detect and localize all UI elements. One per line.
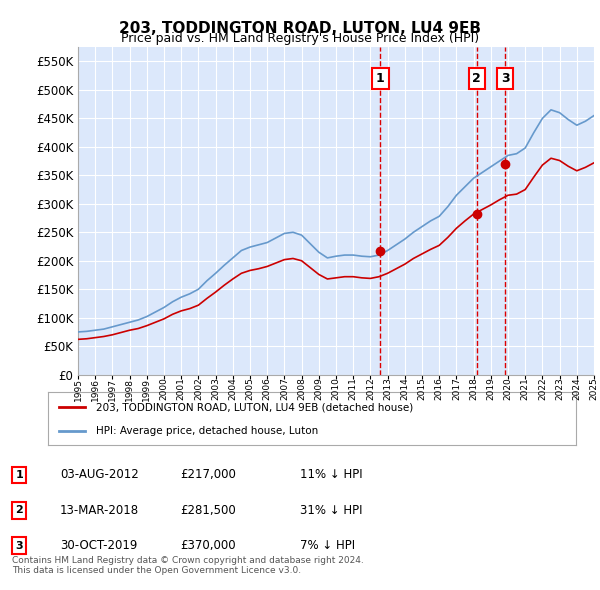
Text: 2017: 2017 bbox=[452, 378, 461, 401]
Text: 2002: 2002 bbox=[194, 378, 203, 401]
Text: 203, TODDINGTON ROAD, LUTON, LU4 9EB: 203, TODDINGTON ROAD, LUTON, LU4 9EB bbox=[119, 21, 481, 35]
Text: 2023: 2023 bbox=[555, 378, 564, 401]
Text: 1999: 1999 bbox=[142, 378, 151, 401]
Text: 2020: 2020 bbox=[503, 378, 512, 401]
Text: 2003: 2003 bbox=[211, 378, 220, 401]
Text: 2010: 2010 bbox=[332, 378, 341, 401]
Text: 2005: 2005 bbox=[245, 378, 254, 401]
Text: 2: 2 bbox=[16, 506, 23, 515]
Text: £217,000: £217,000 bbox=[180, 468, 236, 481]
Text: 2015: 2015 bbox=[418, 378, 427, 401]
Text: 2013: 2013 bbox=[383, 378, 392, 401]
Text: HPI: Average price, detached house, Luton: HPI: Average price, detached house, Luto… bbox=[95, 425, 318, 435]
Text: 11% ↓ HPI: 11% ↓ HPI bbox=[300, 468, 362, 481]
Text: 03-AUG-2012: 03-AUG-2012 bbox=[60, 468, 139, 481]
Text: 2021: 2021 bbox=[521, 378, 530, 401]
Text: 30-OCT-2019: 30-OCT-2019 bbox=[60, 539, 137, 552]
Text: 2024: 2024 bbox=[572, 378, 581, 400]
Text: 2016: 2016 bbox=[434, 378, 444, 401]
Text: 2: 2 bbox=[472, 72, 481, 85]
Text: 203, TODDINGTON ROAD, LUTON, LU4 9EB (detached house): 203, TODDINGTON ROAD, LUTON, LU4 9EB (de… bbox=[95, 402, 413, 412]
Text: 3: 3 bbox=[16, 541, 23, 550]
Text: 13-MAR-2018: 13-MAR-2018 bbox=[60, 504, 139, 517]
Text: 2006: 2006 bbox=[263, 378, 272, 401]
Text: 1995: 1995 bbox=[74, 378, 83, 401]
Text: 1: 1 bbox=[16, 470, 23, 480]
Text: 1996: 1996 bbox=[91, 378, 100, 401]
Text: 2022: 2022 bbox=[538, 378, 547, 400]
Text: Price paid vs. HM Land Registry's House Price Index (HPI): Price paid vs. HM Land Registry's House … bbox=[121, 32, 479, 45]
Text: 2025: 2025 bbox=[589, 378, 599, 401]
Text: 2007: 2007 bbox=[280, 378, 289, 401]
Text: 1: 1 bbox=[376, 72, 385, 85]
Text: 2000: 2000 bbox=[160, 378, 169, 401]
Text: 2001: 2001 bbox=[177, 378, 186, 401]
Text: 2004: 2004 bbox=[229, 378, 238, 401]
Text: 7% ↓ HPI: 7% ↓ HPI bbox=[300, 539, 355, 552]
Text: 1997: 1997 bbox=[108, 378, 117, 401]
Text: 2019: 2019 bbox=[487, 378, 496, 401]
Text: 2018: 2018 bbox=[469, 378, 478, 401]
Text: 2011: 2011 bbox=[349, 378, 358, 401]
Text: Contains HM Land Registry data © Crown copyright and database right 2024.
This d: Contains HM Land Registry data © Crown c… bbox=[12, 556, 364, 575]
Text: 2012: 2012 bbox=[366, 378, 375, 401]
Text: 1998: 1998 bbox=[125, 378, 134, 401]
Text: 31% ↓ HPI: 31% ↓ HPI bbox=[300, 504, 362, 517]
Text: 3: 3 bbox=[501, 72, 509, 85]
Text: 2009: 2009 bbox=[314, 378, 323, 401]
Text: £281,500: £281,500 bbox=[180, 504, 236, 517]
Text: £370,000: £370,000 bbox=[180, 539, 236, 552]
Text: 2014: 2014 bbox=[400, 378, 409, 401]
Text: 2008: 2008 bbox=[297, 378, 306, 401]
